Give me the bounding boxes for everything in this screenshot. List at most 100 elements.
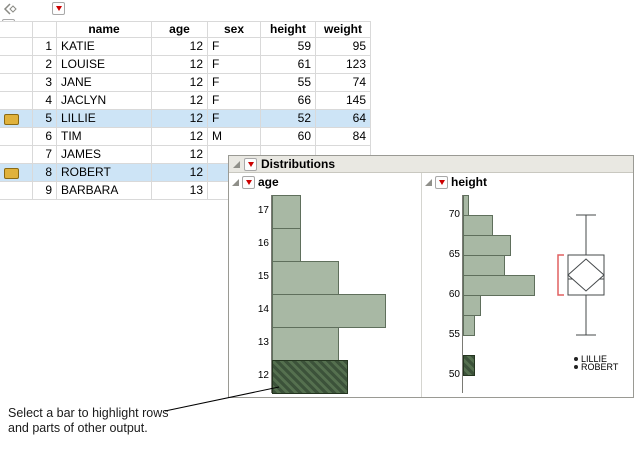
- cell-sex: F: [208, 56, 261, 74]
- age-panel-header[interactable]: age: [229, 173, 421, 191]
- distributions-titlebar[interactable]: Distributions: [229, 156, 633, 173]
- table-row[interactable]: 2 LOUISE 12 F 61 123: [0, 56, 371, 74]
- panel-collapse-icon[interactable]: [2, 3, 18, 18]
- annotation-line-1: Select a bar to highlight rows: [8, 406, 169, 420]
- height-bar-70[interactable]: [463, 195, 469, 216]
- cell-name: ROBERT: [57, 164, 152, 182]
- svg-text:ROBERT: ROBERT: [581, 362, 619, 372]
- table-menu-icon[interactable]: [52, 2, 65, 15]
- table-row[interactable]: 6 TIM 12 M 60 84: [0, 128, 371, 146]
- age-bar-13[interactable]: [272, 327, 339, 361]
- data-table: name age sex height weight 1 KATIE 12 F 59 95…: [0, 21, 371, 200]
- table-row[interactable]: 4 JACLYN 12 F 66 145: [0, 92, 371, 110]
- height-bar-57.5[interactable]: [463, 295, 481, 316]
- age-menu-icon[interactable]: [242, 175, 255, 189]
- annotation-text: Select a bar to highlight rows and parts…: [8, 406, 169, 436]
- row-number: 3: [33, 74, 57, 92]
- row-number: 8: [33, 164, 57, 182]
- cell-name: TIM: [57, 128, 152, 146]
- age-axis-label: 13: [257, 337, 269, 348]
- column-header-age[interactable]: age: [152, 21, 208, 38]
- distributions-window: Distributions age 17 16 15 14 13 12 height LI…: [228, 155, 634, 398]
- cell-weight: 123: [316, 56, 371, 74]
- height-histogram: LILLIE ROBERT 70 65 60 55 50: [436, 195, 628, 393]
- column-header-weight[interactable]: weight: [316, 21, 371, 38]
- cell-age: 12: [152, 74, 208, 92]
- age-bar-14[interactable]: [272, 294, 386, 328]
- height-bar-50[interactable]: [463, 355, 475, 376]
- cell-sex: F: [208, 74, 261, 92]
- column-header-height[interactable]: height: [261, 21, 316, 38]
- height-report-panel: height LILLIE ROBERT 70 65 60 55 50: [422, 173, 633, 397]
- cell-weight: 64: [316, 110, 371, 128]
- height-axis-label: 55: [448, 329, 460, 340]
- disclosure-open-icon[interactable]: [425, 178, 432, 186]
- cell-height: 66: [261, 92, 316, 110]
- distributions-menu-icon[interactable]: [244, 157, 257, 171]
- age-bar-15[interactable]: [272, 261, 339, 295]
- table-row[interactable]: 1 KATIE 12 F 59 95: [0, 38, 371, 56]
- cell-age: 13: [152, 182, 208, 200]
- age-axis-label: 12: [257, 370, 269, 381]
- cell-weight: 74: [316, 74, 371, 92]
- age-bar-17[interactable]: [272, 195, 301, 229]
- row-state-cell: [0, 74, 33, 92]
- height-panel-title: height: [451, 175, 487, 189]
- cell-name: JANE: [57, 74, 152, 92]
- table-row[interactable]: 3 JANE 12 F 55 74: [0, 74, 371, 92]
- cell-height: 60: [261, 128, 316, 146]
- distributions-title: Distributions: [261, 157, 335, 171]
- height-axis-line[interactable]: [462, 195, 463, 393]
- cell-sex: F: [208, 110, 261, 128]
- age-bar-16[interactable]: [272, 228, 301, 262]
- row-number: 5: [33, 110, 57, 128]
- height-bar-55[interactable]: [463, 315, 475, 336]
- row-state-cell: [0, 92, 33, 110]
- column-header-sex[interactable]: sex: [208, 21, 261, 38]
- height-bar-62.5[interactable]: [463, 255, 505, 276]
- disclosure-open-icon[interactable]: [232, 178, 239, 186]
- height-menu-icon[interactable]: [435, 175, 448, 189]
- cell-name: JAMES: [57, 146, 152, 164]
- age-axis-line[interactable]: [271, 195, 272, 393]
- cell-sex: F: [208, 92, 261, 110]
- table-row[interactable]: 5 LILLIE 12 F 52 64: [0, 110, 371, 128]
- height-panel-header[interactable]: height: [422, 173, 633, 191]
- height-axis-label: 60: [448, 289, 460, 300]
- age-bar-12[interactable]: [272, 360, 348, 394]
- cell-weight: 95: [316, 38, 371, 56]
- height-bar-67.5[interactable]: [463, 215, 493, 236]
- annotation-line-2: and parts of other output.: [8, 421, 148, 435]
- row-number: 2: [33, 56, 57, 74]
- height-axis-label: 50: [448, 369, 460, 380]
- row-number: 6: [33, 128, 57, 146]
- cell-height: 55: [261, 74, 316, 92]
- row-state-cell: [0, 56, 33, 74]
- column-header-name[interactable]: name: [57, 21, 152, 38]
- cell-age: 12: [152, 38, 208, 56]
- age-axis-label: 14: [257, 304, 269, 315]
- cell-weight: 84: [316, 128, 371, 146]
- cell-name: LILLIE: [57, 110, 152, 128]
- cell-weight: 145: [316, 92, 371, 110]
- row-state-cell: [0, 182, 33, 200]
- cell-height: 52: [261, 110, 316, 128]
- cell-age: 12: [152, 128, 208, 146]
- height-bar-60[interactable]: [463, 275, 535, 296]
- height-bar-65[interactable]: [463, 235, 511, 256]
- row-number-column-header[interactable]: [33, 21, 57, 38]
- table-header-row: name age sex height weight: [0, 21, 371, 38]
- cell-name: KATIE: [57, 38, 152, 56]
- row-number: 1: [33, 38, 57, 56]
- height-axis-label: 65: [448, 249, 460, 260]
- age-axis-label: 16: [257, 238, 269, 249]
- cell-age: 12: [152, 110, 208, 128]
- cell-name: JACLYN: [57, 92, 152, 110]
- cell-height: 59: [261, 38, 316, 56]
- cell-age: 12: [152, 164, 208, 182]
- disclosure-open-icon[interactable]: [233, 160, 240, 168]
- row-state-cell: [0, 146, 33, 164]
- row-state-column-header[interactable]: [0, 21, 33, 38]
- table-body: 1 KATIE 12 F 59 95 2 LOUISE 12 F 61 123 3 JANE 12 F 55 74…: [0, 38, 371, 200]
